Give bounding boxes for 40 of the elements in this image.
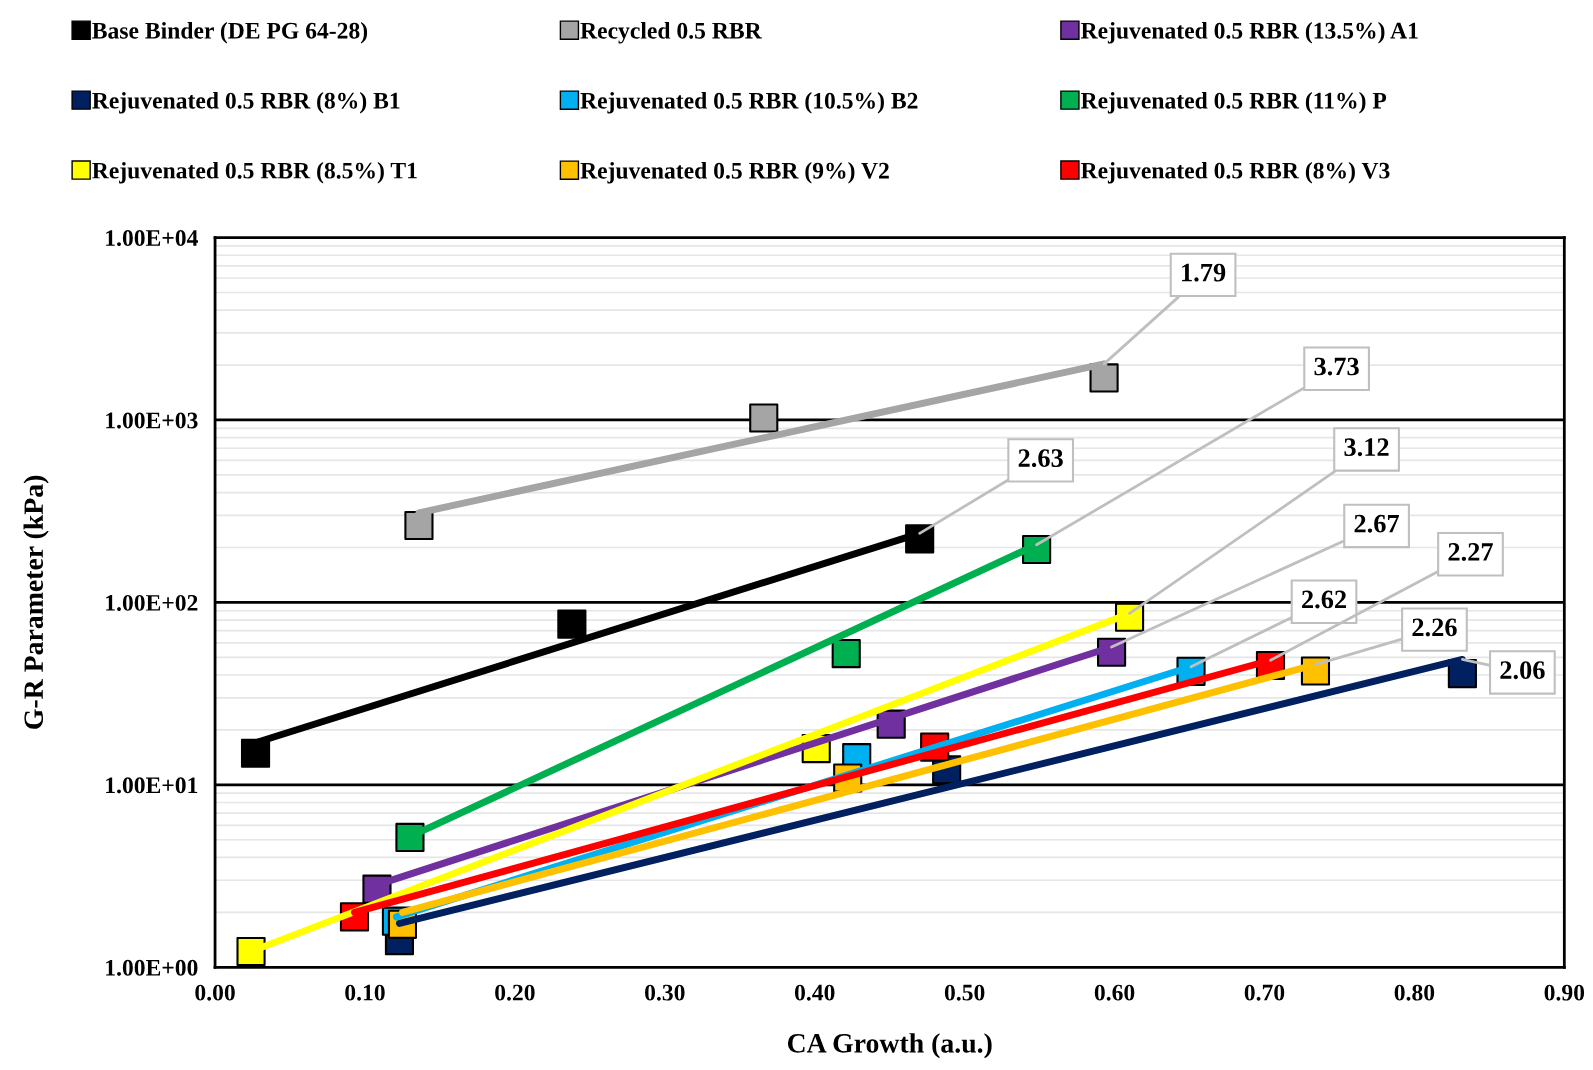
- x-tick-label: 0.20: [495, 984, 535, 1001]
- legend-label: Rejuvenated 0.5 RBR (10.5%) B2: [580, 92, 918, 114]
- y-axis-title: G-R Parameter (kPa): [23, 475, 49, 729]
- annotation: 3.12: [1344, 438, 1389, 457]
- legend-label: Rejuvenated 0.5 RBR (11%) P: [1080, 92, 1387, 114]
- point: [404, 510, 434, 541]
- point: [1089, 363, 1119, 393]
- x-tick-label: 0.50: [944, 984, 985, 1001]
- annotation: 2.67: [1354, 514, 1400, 533]
- y-tick-label: 1.00E+02: [106, 594, 198, 611]
- x-tick-label: 0.40: [794, 984, 835, 1001]
- legend-label: Rejuvenated 0.5 RBR (13.5%) A1: [1080, 22, 1418, 44]
- annotation: 2.62: [1302, 590, 1346, 609]
- x-tick-label: 0.80: [1394, 984, 1435, 1001]
- annotation: 1.79: [1182, 263, 1226, 282]
- x-axis-title: CA Growth (a.u.): [787, 1033, 992, 1059]
- annotation: 2.63: [1018, 449, 1063, 468]
- point: [831, 639, 861, 669]
- y-tick-label: 1.00E+03: [106, 412, 198, 429]
- legend-label: Rejuvenated 0.5 RBR (8.5%) T1: [92, 161, 417, 184]
- legend-label: Rejuvenated 0.5 RBR (8%) B1: [92, 92, 400, 114]
- legend-label: Rejuvenated 0.5 RBR (9%) V2: [580, 162, 889, 184]
- annotation: 2.27: [1448, 543, 1493, 561]
- annotation: 2.26: [1412, 618, 1457, 637]
- x-tick-label: 0.10: [345, 984, 385, 1001]
- point: [749, 403, 779, 433]
- x-tick-label: 0.70: [1244, 984, 1285, 1001]
- x-tick-label: 0.90: [1544, 984, 1585, 1001]
- x-tick-label: 0.30: [645, 984, 685, 1001]
- legend-label: Rejuvenated 0.5 RBR (8%) V3: [1080, 161, 1390, 184]
- x-tick-label: 0.60: [1094, 984, 1135, 1001]
- legend-label: Base Binder (DE PG 64-28): [92, 22, 368, 44]
- legend-label: Recycled 0.5 RBR: [580, 22, 762, 44]
- y-tick-label: 1.00E+04: [106, 230, 198, 247]
- point: [557, 609, 587, 639]
- x-tick-label: 0.00: [195, 984, 235, 1001]
- y-tick-label: 1.00E+00: [106, 959, 198, 976]
- annotation: 2.06: [1500, 661, 1545, 680]
- y-tick-label: 1.00E+01: [106, 777, 198, 794]
- annotation: 3.73: [1314, 357, 1359, 376]
